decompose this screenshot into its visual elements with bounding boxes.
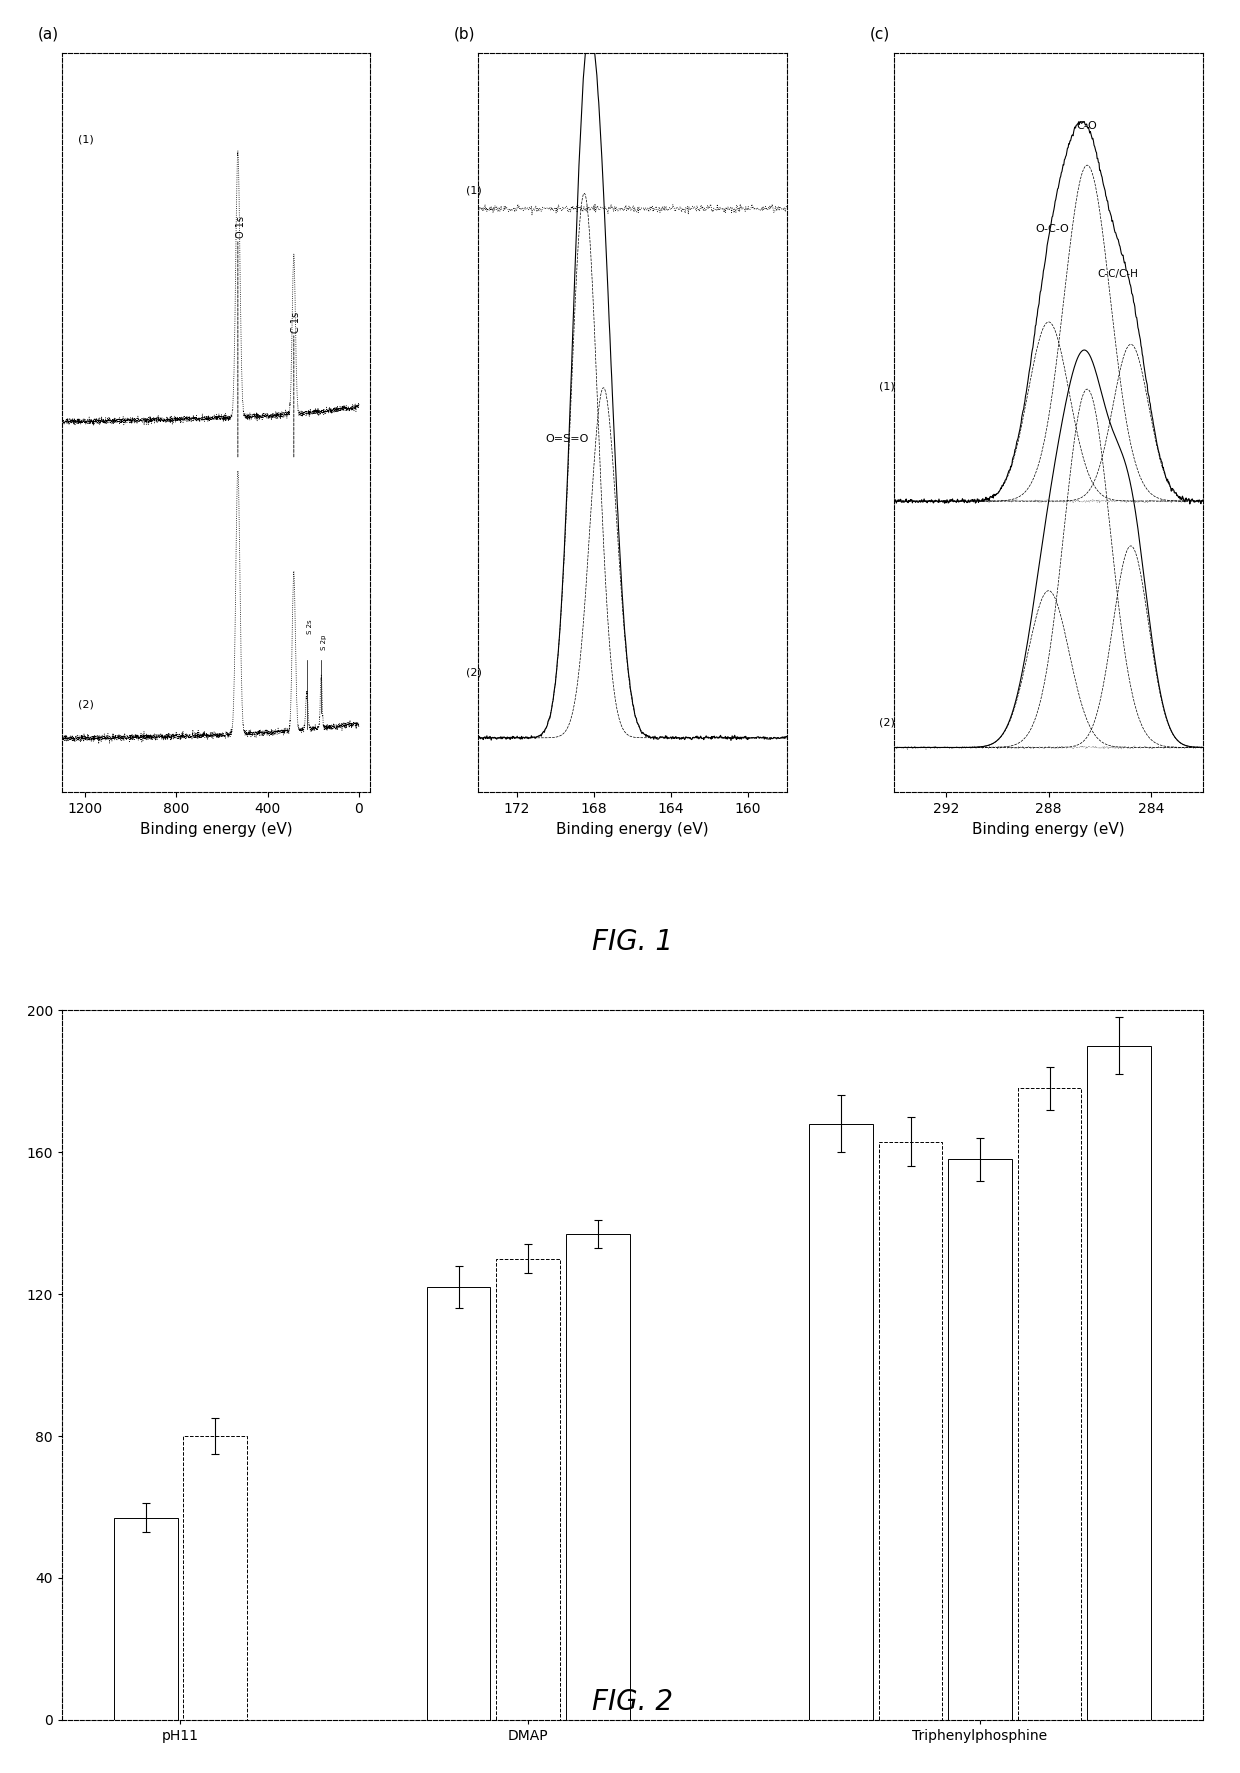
Text: FIG. 2: FIG. 2: [591, 1688, 673, 1716]
Text: O-C-O: O-C-O: [1035, 225, 1070, 234]
Text: (2): (2): [78, 700, 94, 709]
Text: C-O: C-O: [1076, 121, 1097, 131]
Text: (1): (1): [466, 184, 482, 195]
X-axis label: Binding energy (eV): Binding energy (eV): [972, 821, 1125, 837]
Text: FIG. 1: FIG. 1: [591, 927, 673, 956]
Bar: [949, 1160, 1012, 1720]
Text: (2): (2): [466, 668, 482, 677]
Bar: [496, 1259, 560, 1720]
Text: C-C/C-H: C-C/C-H: [1097, 269, 1138, 278]
Text: S 2p: S 2p: [321, 635, 327, 649]
Text: (2): (2): [879, 716, 894, 727]
Bar: [565, 1234, 630, 1720]
Text: (c): (c): [869, 27, 890, 41]
Text: (1): (1): [78, 135, 94, 145]
Bar: [879, 1142, 942, 1720]
Text: C 1s: C 1s: [291, 312, 301, 333]
Bar: [114, 1518, 177, 1720]
X-axis label: Binding energy (eV): Binding energy (eV): [140, 821, 293, 837]
Text: S 2s: S 2s: [306, 619, 312, 635]
X-axis label: Binding energy (eV): Binding energy (eV): [556, 821, 709, 837]
Bar: [1087, 1046, 1151, 1720]
Text: O=S=O: O=S=O: [546, 434, 589, 445]
Text: (1): (1): [879, 381, 894, 392]
Bar: [427, 1287, 491, 1720]
Text: (b): (b): [454, 27, 475, 41]
Bar: [810, 1124, 873, 1720]
Bar: [184, 1436, 247, 1720]
Text: O 1s: O 1s: [236, 216, 246, 238]
Text: (a): (a): [37, 27, 58, 41]
Bar: [1018, 1089, 1081, 1720]
